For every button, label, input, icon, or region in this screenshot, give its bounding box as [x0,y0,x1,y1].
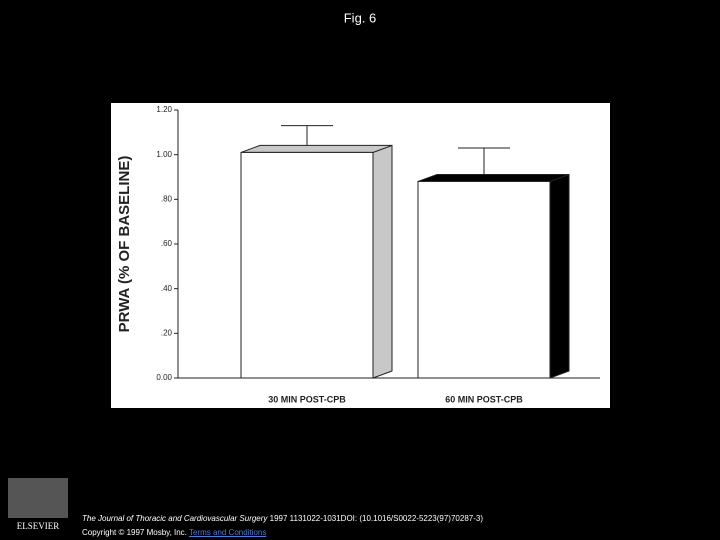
logo-text: ELSEVIER [17,521,60,531]
y-tick-label: .60 [161,239,173,248]
bar [240,151,374,379]
x-tick-label: 60 MIN POST-CPB [445,394,523,404]
bar-side [372,144,393,379]
copyright: Copyright © 1997 Mosby, Inc. [82,528,189,537]
citation-text: 1997 1131022-1031DOI: (10.1016/S0022-522… [267,514,483,523]
y-tick-label: 1.20 [156,105,172,114]
citation: The Journal of Thoracic and Cardiovascul… [82,514,483,523]
y-tick-label: 1.00 [156,150,172,159]
terms-link[interactable]: Terms and Conditions [188,528,267,537]
copyright-line: Copyright © 1997 Mosby, Inc. Terms and C… [82,528,266,537]
y-tick-label: 0.00 [156,373,172,382]
y-tick-label: .80 [161,194,173,203]
bar-top [417,173,570,182]
y-tick-label: .40 [161,284,173,293]
bar-side [549,173,570,379]
chart-title: Fig. 6 [344,10,377,25]
y-axis-label: PRWA (% OF BASELINE) [116,156,133,333]
x-tick-label: 30 MIN POST-CPB [268,394,346,404]
y-tick-label: .20 [161,328,173,337]
bar [417,180,551,379]
journal: The Journal of Thoracic and Cardiovascul… [82,514,268,523]
bar-top [240,144,393,153]
logo-tree [8,478,68,518]
